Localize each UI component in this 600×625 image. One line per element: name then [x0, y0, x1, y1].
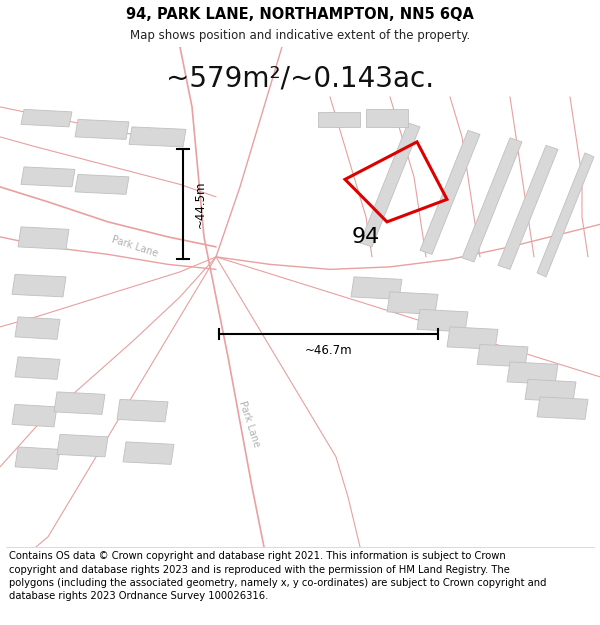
Polygon shape [387, 292, 438, 314]
Text: Park Lane: Park Lane [237, 400, 261, 449]
Text: Park Lane: Park Lane [110, 234, 160, 259]
Polygon shape [123, 442, 174, 464]
Polygon shape [477, 344, 528, 367]
Polygon shape [507, 362, 558, 384]
Polygon shape [75, 119, 129, 139]
Polygon shape [129, 127, 186, 147]
Polygon shape [318, 112, 360, 127]
Polygon shape [12, 274, 66, 297]
Text: 94: 94 [352, 227, 380, 247]
Polygon shape [15, 357, 60, 379]
Polygon shape [15, 447, 60, 469]
Polygon shape [360, 123, 420, 247]
Polygon shape [462, 138, 522, 262]
Text: ~579m²/~0.143ac.: ~579m²/~0.143ac. [166, 64, 434, 92]
Polygon shape [75, 174, 129, 194]
Polygon shape [12, 404, 57, 427]
Polygon shape [366, 109, 408, 127]
Text: Contains OS data © Crown copyright and database right 2021. This information is : Contains OS data © Crown copyright and d… [9, 551, 547, 601]
Polygon shape [417, 309, 468, 332]
Text: ~44.5m: ~44.5m [194, 181, 207, 228]
Polygon shape [21, 109, 72, 127]
Polygon shape [537, 153, 594, 277]
Polygon shape [498, 146, 558, 269]
Polygon shape [57, 434, 108, 457]
Polygon shape [117, 399, 168, 422]
Polygon shape [351, 277, 402, 299]
Polygon shape [537, 397, 588, 419]
Polygon shape [21, 167, 75, 187]
Polygon shape [420, 131, 480, 254]
Polygon shape [18, 227, 69, 249]
Text: Map shows position and indicative extent of the property.: Map shows position and indicative extent… [130, 29, 470, 42]
Text: ~46.7m: ~46.7m [305, 344, 352, 357]
Polygon shape [447, 327, 498, 349]
Polygon shape [54, 392, 105, 414]
Text: 94, PARK LANE, NORTHAMPTON, NN5 6QA: 94, PARK LANE, NORTHAMPTON, NN5 6QA [126, 7, 474, 22]
Polygon shape [15, 317, 60, 339]
Polygon shape [525, 379, 576, 402]
